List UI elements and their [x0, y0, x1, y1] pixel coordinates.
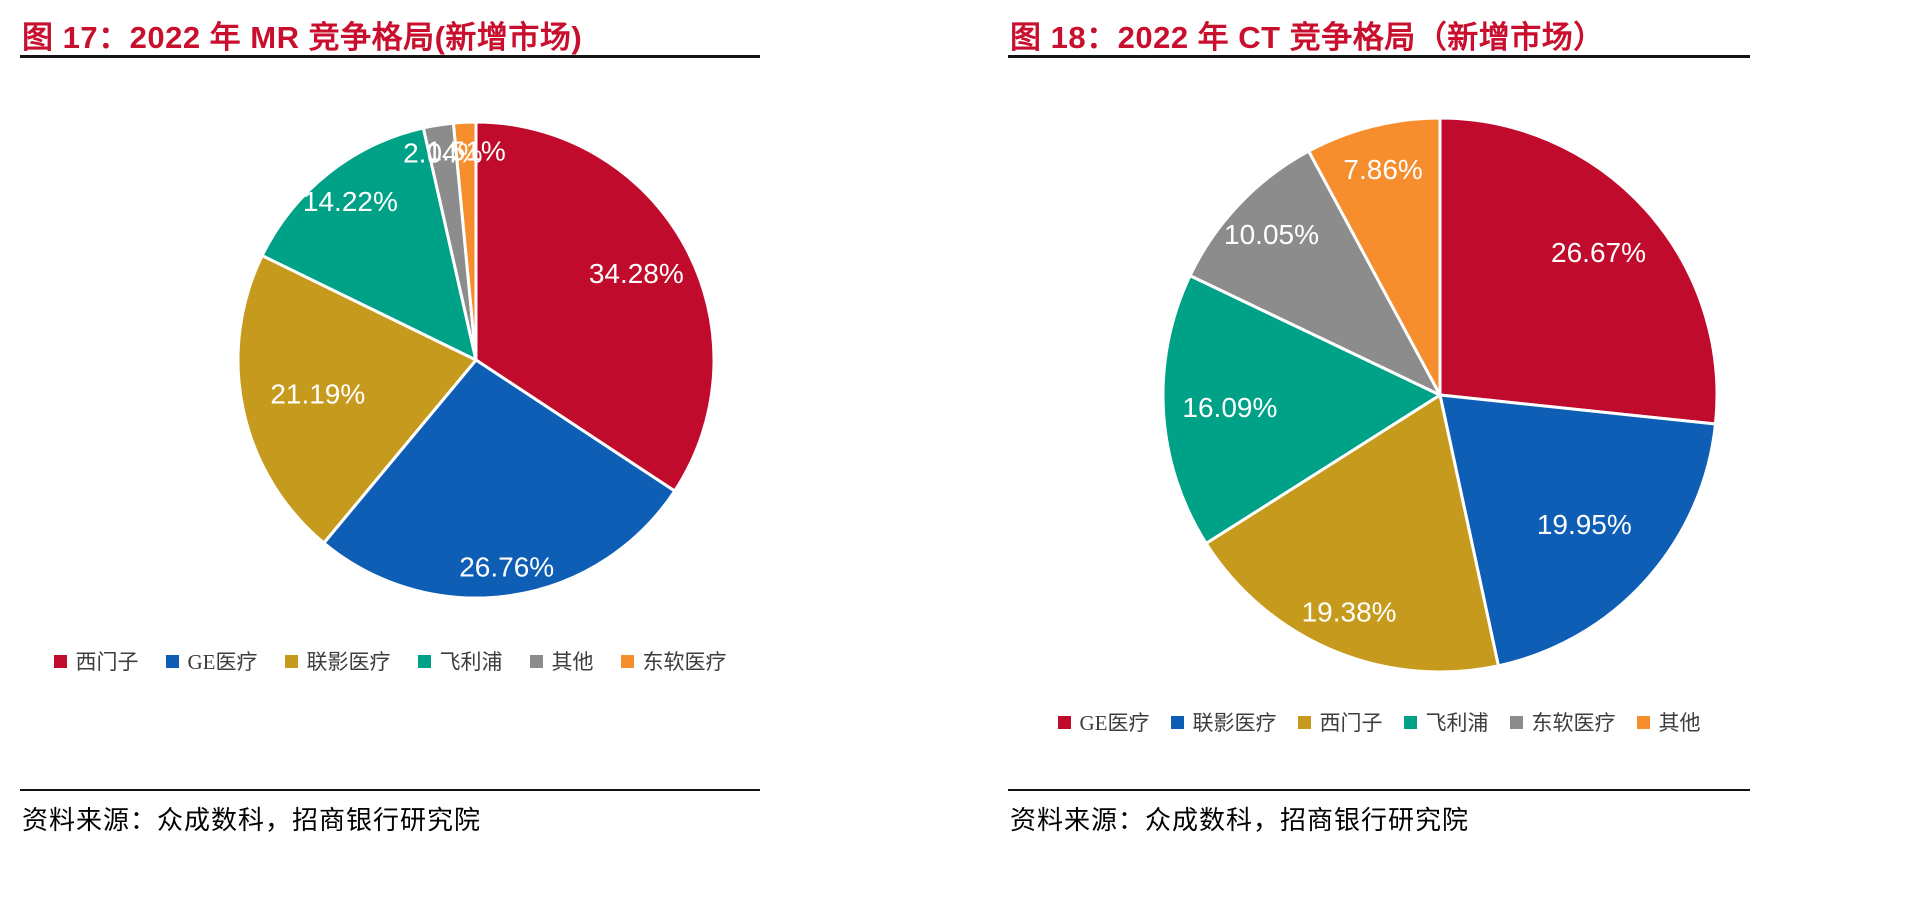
- legend-item-联影医疗: 联影医疗: [1170, 707, 1277, 737]
- legend-item-西门子: 西门子: [1297, 707, 1383, 737]
- legend-item-西门子: 西门子: [53, 646, 139, 676]
- slice-label-西门子: 19.38%: [1302, 597, 1397, 628]
- legend-swatch: [1297, 715, 1311, 729]
- pie-chart-mr: 34.28% 26.76% 21.19% 14.22%2.04%1.51%: [236, 120, 716, 600]
- slice-label-GE医疗: 26.67%: [1551, 237, 1646, 268]
- slice-label-联影医疗: 19.95%: [1537, 509, 1632, 540]
- pie-chart-ct: 26.67% 19.95% 19.38% 16.09% 10.05% 7.86%: [1161, 116, 1719, 674]
- legend: 西门子 GE医疗 联影医疗 飞利浦 其他 东软医疗: [20, 646, 760, 676]
- legend-swatch: [1636, 715, 1650, 729]
- legend-swatch: [620, 654, 634, 668]
- legend-swatch: [1509, 715, 1523, 729]
- legend-label: 西门子: [1319, 711, 1383, 735]
- figure-17-mr: 图 17：2022 年 MR 竞争格局(新增市场) 34.28% 26.76% 21…: [20, 0, 760, 906]
- pie-slice-其他: [1307, 116, 1442, 397]
- legend-label: GE医疗: [1079, 711, 1150, 735]
- pie-slice-GE医疗: [322, 358, 677, 600]
- legend-item-其他: 其他: [1636, 707, 1701, 737]
- legend-item-东软医疗: 东软医疗: [1509, 707, 1616, 737]
- legend-item-GE医疗: GE医疗: [165, 646, 258, 676]
- legend-label: 其他: [551, 650, 594, 674]
- legend-swatch: [1170, 715, 1184, 729]
- slice-label-飞利浦: 16.09%: [1182, 392, 1277, 423]
- slice-label-西门子: 34.28%: [589, 258, 684, 289]
- legend-swatch: [417, 654, 431, 668]
- legend-swatch: [53, 654, 67, 668]
- pie-slice-飞利浦: [260, 126, 478, 362]
- source-note: 资料来源：众成数科，招商银行研究院: [1010, 806, 1470, 835]
- legend-swatch: [284, 654, 298, 668]
- figure-title: 图 17：2022 年 MR 竞争格局(新增市场): [22, 20, 583, 55]
- legend-label: GE医疗: [187, 650, 258, 674]
- source-note: 资料来源：众成数科，招商银行研究院: [22, 806, 482, 835]
- legend-label: 东软医疗: [642, 650, 727, 674]
- slice-label-飞利浦: 14.22%: [303, 186, 398, 217]
- legend-item-其他: 其他: [529, 646, 594, 676]
- slice-label-联影医疗: 21.19%: [270, 379, 365, 410]
- pie-slice-东软医疗: [1188, 149, 1442, 397]
- slice-label-其他: 2.04%: [403, 138, 482, 169]
- pie-slice-飞利浦: [1161, 274, 1442, 545]
- legend-label: 东软医疗: [1531, 711, 1616, 735]
- legend-label: 西门子: [75, 650, 139, 674]
- slice-label-东软医疗: 1.51%: [426, 135, 505, 166]
- figure-18-ct: 图 18：2022 年 CT 竞争格局（新增市场） 26.67% 19.95% 19…: [1008, 0, 1750, 906]
- legend-item-飞利浦: 飞利浦: [1403, 707, 1489, 737]
- pie-slice-联影医疗: [236, 254, 478, 545]
- legend-label: 飞利浦: [1425, 711, 1489, 735]
- legend-item-东软医疗: 东软医疗: [620, 646, 727, 676]
- legend-swatch: [529, 654, 543, 668]
- source-divider: [1008, 789, 1750, 791]
- legend-swatch: [1403, 715, 1417, 729]
- slice-label-东软医疗: 10.05%: [1224, 219, 1319, 250]
- legend-swatch: [1057, 715, 1071, 729]
- legend-label: 飞利浦: [439, 650, 503, 674]
- slice-label-其他: 7.86%: [1343, 154, 1422, 185]
- title-underline: [1008, 55, 1750, 58]
- slice-label-GE医疗: 26.76%: [459, 552, 554, 583]
- pie-slice-GE医疗: [1438, 116, 1719, 426]
- legend: GE医疗 联影医疗 西门子 飞利浦 东软医疗 其他: [1008, 707, 1750, 737]
- legend-label: 其他: [1658, 711, 1701, 735]
- legend-label: 联影医疗: [306, 650, 391, 674]
- legend-item-飞利浦: 飞利浦: [417, 646, 503, 676]
- source-divider: [20, 789, 760, 791]
- figure-title: 图 18：2022 年 CT 竞争格局（新增市场）: [1010, 20, 1605, 55]
- pie-slice-东软医疗: [451, 120, 478, 362]
- legend-item-GE医疗: GE医疗: [1057, 707, 1150, 737]
- pie-slice-西门子: [1204, 393, 1500, 674]
- pie-slice-联影医疗: [1438, 393, 1717, 668]
- legend-item-联影医疗: 联影医疗: [284, 646, 391, 676]
- title-underline: [20, 55, 760, 58]
- legend-label: 联影医疗: [1192, 711, 1277, 735]
- legend-swatch: [165, 654, 179, 668]
